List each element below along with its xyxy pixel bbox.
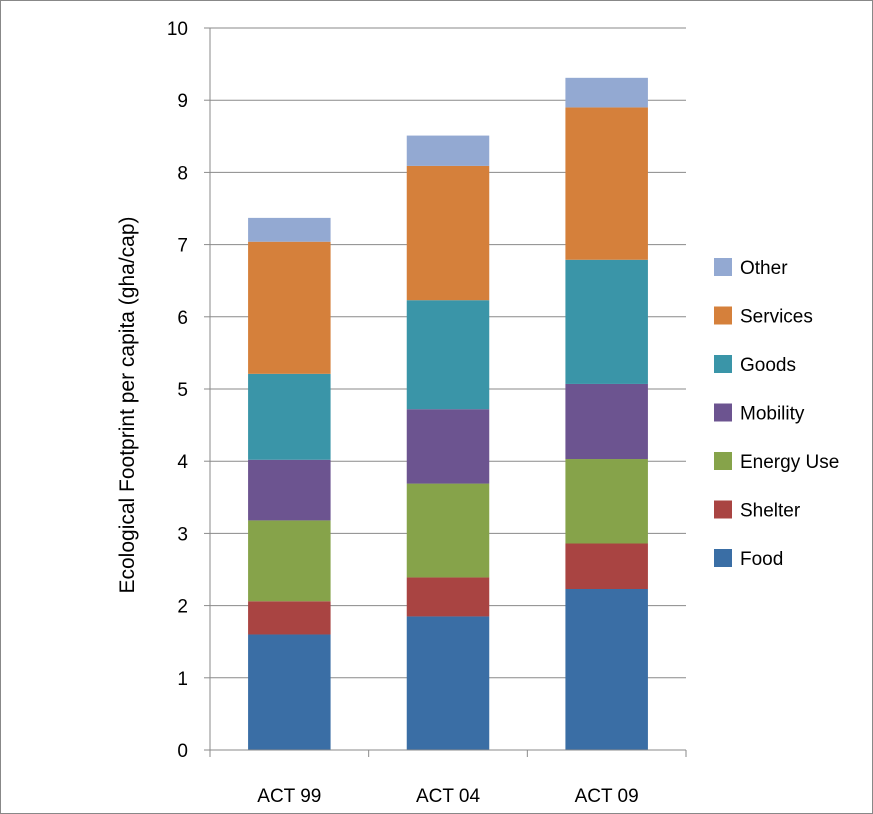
legend-swatch bbox=[714, 549, 732, 567]
bar-segment-energy-use bbox=[406, 483, 490, 578]
y-tick-label: 5 bbox=[177, 380, 188, 401]
bar-segment-shelter bbox=[565, 543, 648, 589]
bar-segment-services bbox=[248, 241, 331, 374]
y-tick-label: 7 bbox=[177, 236, 188, 257]
legend-label: Services bbox=[740, 307, 813, 328]
legend-label: Shelter bbox=[740, 501, 801, 522]
bar-segment-shelter bbox=[406, 577, 490, 617]
bar-segment-food bbox=[565, 588, 648, 750]
bar-segment-services bbox=[565, 107, 648, 260]
bar-segment-mobility bbox=[406, 409, 490, 484]
legend-swatch bbox=[714, 306, 732, 325]
y-axis-title: Ecological Footprint per capita (gha/cap… bbox=[116, 216, 139, 593]
bar-segment-goods bbox=[406, 300, 490, 410]
bar-segment-other bbox=[565, 77, 648, 108]
y-tick-label: 0 bbox=[177, 741, 188, 762]
legend-swatch bbox=[714, 355, 732, 373]
legend-label: Mobility bbox=[740, 404, 805, 425]
legend-label: Other bbox=[740, 258, 788, 279]
bar-segment-mobility bbox=[248, 459, 331, 521]
bar-segment-food bbox=[248, 634, 331, 750]
x-tick-labels: ACT 99 ACT 04 ACT 09 bbox=[257, 786, 638, 807]
legend-label: Food bbox=[740, 549, 783, 570]
y-tick-label: 10 bbox=[167, 19, 188, 40]
axes bbox=[204, 27, 687, 757]
bar-segment-mobility bbox=[565, 383, 648, 460]
bar-segment-goods bbox=[565, 259, 648, 384]
y-tick-label: 4 bbox=[177, 452, 188, 473]
legend-swatch bbox=[714, 452, 732, 470]
y-tick-label: 3 bbox=[177, 524, 188, 545]
x-tick-label: ACT 09 bbox=[575, 786, 639, 807]
bar-segment-energy-use bbox=[248, 520, 331, 602]
y-tick-labels: 0 1 2 3 4 5 6 7 8 9 10 bbox=[167, 19, 189, 762]
legend-swatch bbox=[714, 403, 732, 422]
bar-segment-services bbox=[406, 165, 490, 301]
legend-swatch bbox=[714, 258, 732, 276]
y-tick-label: 1 bbox=[177, 669, 188, 690]
bar-segment-other bbox=[248, 217, 331, 242]
bar-segment-goods bbox=[248, 373, 331, 460]
legend-label: Energy Use bbox=[740, 452, 839, 473]
x-tick-label: ACT 04 bbox=[416, 786, 481, 807]
legend-label: Goods bbox=[740, 355, 796, 376]
y-tick-label: 9 bbox=[177, 91, 188, 112]
y-tick-label: 8 bbox=[177, 163, 188, 184]
bar-segment-food bbox=[406, 616, 490, 750]
legend: Other Services Goods Mobility Energy Use Shel… bbox=[714, 258, 839, 570]
bar-segment-shelter bbox=[248, 601, 331, 635]
bars bbox=[248, 77, 648, 750]
bar-segment-other bbox=[406, 135, 490, 166]
y-tick-label: 6 bbox=[177, 308, 188, 329]
x-tick-label: ACT 99 bbox=[257, 786, 321, 807]
bar-segment-energy-use bbox=[565, 459, 648, 544]
y-tick-label: 2 bbox=[177, 597, 188, 618]
legend-swatch bbox=[714, 500, 732, 519]
